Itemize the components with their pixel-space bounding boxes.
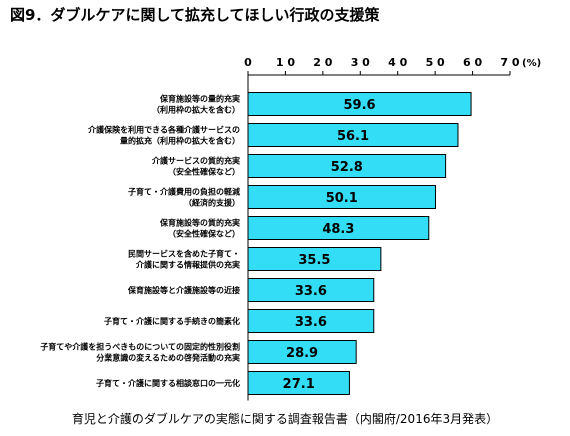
bar	[247, 278, 375, 302]
bar-value-label: 48.3	[322, 222, 354, 237]
category-label: 保育施設等の質的充実（安全性確保など）	[159, 218, 240, 239]
bar-value-label: 35.5	[298, 253, 330, 268]
bar	[247, 371, 350, 395]
category-label: 子育て・介護に関する手続きの簡素化	[104, 316, 240, 326]
x-tick-label: 5 0	[426, 56, 445, 69]
bar-value-label: 59.6	[343, 98, 375, 113]
bar-value-label: 56.1	[337, 129, 369, 144]
category-label: 子育て・介護に関する相談窓口の一元化	[96, 378, 240, 388]
bar-value-label: 27.1	[283, 377, 315, 392]
category-label: 保育施設等と介護施設等の近接	[127, 285, 240, 295]
axis-unit-label: (%)	[522, 58, 541, 69]
x-tick-label: 1 0	[276, 56, 295, 69]
bar-value-label: 33.6	[295, 284, 327, 299]
bar	[247, 309, 375, 333]
bar	[247, 216, 430, 240]
bar	[247, 123, 459, 147]
x-tick-label: 7 0	[500, 56, 519, 69]
source-note: 育児と介護のダブルケアの実態に関する調査報告書（内閣府/2016年3月発表）	[71, 412, 499, 426]
bar-value-label: 28.9	[286, 346, 318, 361]
bar	[247, 154, 447, 178]
x-tick-label: 0	[244, 56, 252, 69]
category-label: 介護保険を利用できる各種介護サービスの量的拡充（利用枠の拡大を含む）	[87, 125, 240, 146]
category-label: 介護サービスの質的充実（安全性確保など）	[151, 156, 240, 177]
bar-value-label: 52.8	[331, 160, 363, 175]
bar	[247, 185, 437, 209]
bar-value-label: 50.1	[326, 191, 358, 206]
bar	[247, 340, 357, 364]
x-tick-label: 3 0	[351, 56, 370, 69]
chart-title: 図9．ダブルケアに関して拡充してほしい行政の支援策	[10, 6, 380, 24]
category-label: 子育てや介護を担うべきものについての固定的性別役割分業意識の変えるための啓発活動…	[40, 342, 240, 363]
x-tick-label: 2 0	[313, 56, 332, 69]
x-tick-label: 4 0	[388, 56, 407, 69]
bar	[247, 92, 472, 116]
bar	[247, 247, 382, 271]
x-tick-label: 6 0	[463, 56, 482, 69]
category-label: 保育施設等の量的充実（利用枠の拡大を含む）	[152, 94, 240, 115]
category-label: 民間サービスを含めた子育て・介護に関する情報提供の充実	[128, 249, 240, 270]
bar-value-label: 33.6	[295, 315, 327, 330]
category-label: 子育て・介護費用の負担の軽減（経済的支援）	[128, 187, 240, 208]
